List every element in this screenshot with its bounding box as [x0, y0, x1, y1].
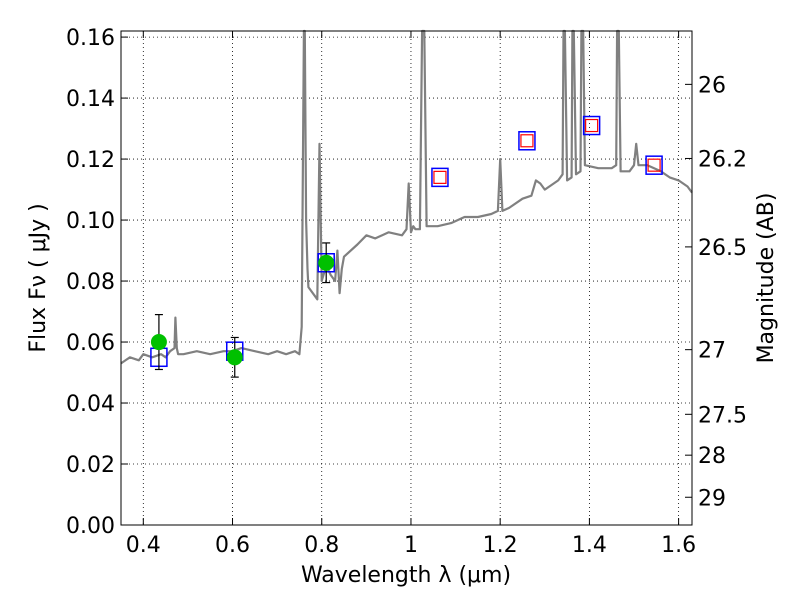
x-tick-label: 0.4	[126, 533, 161, 558]
observed-point	[226, 349, 243, 366]
x-tick-label: 1.6	[661, 533, 696, 558]
upper-limit-marker	[520, 134, 534, 148]
upper-limit-marker	[585, 118, 599, 133]
plot-background	[121, 31, 692, 525]
y-tick-label: 0.02	[66, 453, 115, 478]
tick-labels: 0.4 0.6 0.8 1 1.2 1.4 1.6 0.00 0.02 0.04 0.06 0.08 0…	[66, 26, 747, 558]
x-tick-label: 1.4	[572, 533, 607, 558]
observed-point	[150, 334, 167, 351]
y-tick-label: 0.00	[66, 514, 115, 539]
right-tick-label: 26.2	[698, 147, 747, 172]
y-tick-label: 0.16	[66, 26, 115, 51]
y-axis-label: Flux Fν ( μJy )	[26, 203, 51, 352]
y-tick-label: 0.06	[66, 331, 115, 356]
y-axis-right-label: Magnitude (AB)	[754, 193, 779, 364]
y-tick-label: 0.04	[66, 392, 115, 417]
right-tick-label: 27.5	[698, 403, 747, 428]
x-tick-label: 1	[404, 533, 418, 558]
observed-point	[318, 254, 335, 271]
plot-frame	[120, 30, 693, 526]
photometry-square-marker	[582, 115, 601, 136]
right-tick-label: 26.5	[698, 236, 747, 261]
ticks	[121, 31, 692, 526]
y-tick-label: 0.14	[66, 87, 115, 112]
y-tick-label: 0.08	[66, 270, 115, 295]
markers-layer	[150, 115, 663, 378]
upper-limit-marker	[647, 158, 661, 172]
right-tick-label: 29	[698, 486, 726, 511]
right-tick-label: 27	[698, 339, 726, 364]
photometry-square-marker	[645, 155, 663, 175]
photometry-square-marker	[431, 167, 449, 188]
right-tick-label: 26	[698, 73, 726, 98]
x-tick-label: 0.8	[304, 533, 339, 558]
upper-limit-marker	[433, 170, 447, 184]
x-tick-label: 1.2	[483, 533, 518, 558]
y-tick-label: 0.12	[66, 148, 115, 173]
x-tick-label: 0.6	[215, 533, 250, 558]
x-axis-label: Wavelength λ (μm)	[301, 563, 511, 588]
y-tick-label: 0.10	[66, 209, 115, 234]
right-tick-label: 28	[698, 444, 726, 469]
photometry-square-marker	[518, 131, 536, 151]
